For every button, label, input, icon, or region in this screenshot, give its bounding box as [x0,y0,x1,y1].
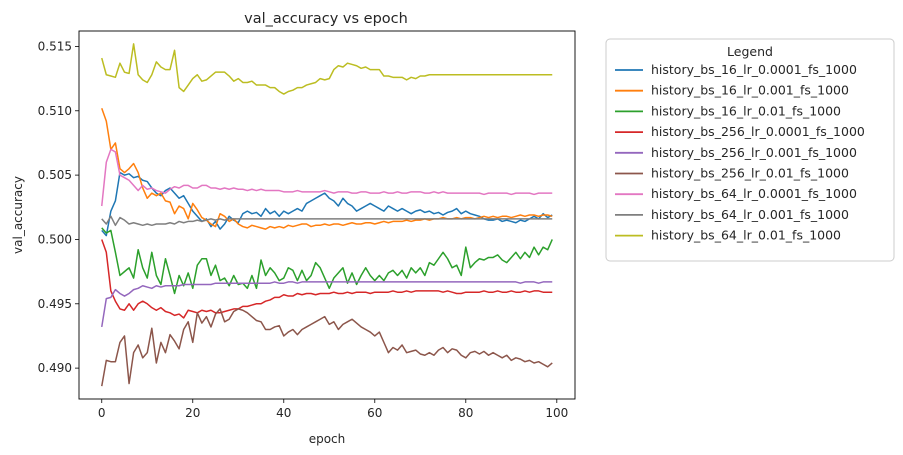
x-tick-label: 20 [185,406,200,420]
legend-entry-label: history_bs_16_lr_0.001_fs_1000 [651,83,849,98]
series-line-4 [101,281,553,328]
plot-lines [101,43,553,387]
x-tick-label: 100 [545,406,568,420]
x-axis-ticks: 0 20 40 60 80 100 [98,399,568,420]
series-line-7 [101,215,553,227]
legend-entry-label: history_bs_16_lr_0.01_fs_1000 [651,103,841,118]
legend-entry-label: history_bs_256_lr_0.0001_fs_1000 [651,124,865,139]
y-tick-label: 0.515 [38,39,72,53]
series-line-6 [101,148,553,207]
series-line-0 [101,171,553,237]
x-axis-label: epoch [309,432,346,446]
y-tick-label: 0.495 [38,297,72,311]
legend-title: Legend [727,44,773,59]
series-line-8 [101,43,553,95]
series-line-2 [101,227,553,295]
legend-box [605,38,895,262]
y-tick-label: 0.510 [38,104,72,118]
legend-entry-label: history_bs_256_lr_0.01_fs_1000 [651,166,849,181]
series-line-3 [101,239,553,319]
series-line-5 [101,308,553,387]
legend-entry-label: history_bs_64_lr_0.0001_fs_1000 [651,186,857,201]
y-tick-label: 0.500 [38,232,72,246]
series-line-1 [101,107,553,230]
y-tick-label: 0.505 [38,168,72,182]
legend-entry-label: history_bs_64_lr_0.001_fs_1000 [651,207,849,222]
x-tick-label: 60 [367,406,382,420]
y-axis-label: val_accuracy [11,176,25,254]
chart-title: val_accuracy vs epoch [244,11,408,27]
plot-area-frame [78,30,576,400]
legend-items: history_bs_16_lr_0.0001_fs_1000 history_b… [615,62,865,243]
x-tick-label: 0 [98,406,106,420]
legend-entry-label: history_bs_16_lr_0.0001_fs_1000 [651,62,857,77]
legend-entry-label: history_bs_256_lr_0.001_fs_1000 [651,145,857,160]
legend: Legend history_bs_16_lr_0.0001_fs_1000hi… [605,38,895,262]
x-tick-label: 80 [458,406,473,420]
y-tick-label: 0.490 [38,361,72,375]
x-tick-label: 40 [276,406,291,420]
y-axis-ticks: 0.490 0.495 0.500 0.505 0.510 0.515 [38,39,79,375]
legend-entry-label: history_bs_64_lr_0.01_fs_1000 [651,228,841,243]
